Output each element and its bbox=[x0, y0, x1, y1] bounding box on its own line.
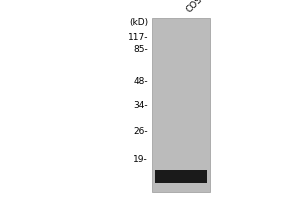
Bar bbox=[155, 170, 207, 183]
Text: 19-: 19- bbox=[133, 156, 148, 164]
Text: 34-: 34- bbox=[134, 102, 148, 110]
Text: (kD): (kD) bbox=[129, 18, 148, 26]
Bar bbox=[152, 18, 210, 192]
Text: 48-: 48- bbox=[134, 77, 148, 86]
Text: 117-: 117- bbox=[128, 33, 148, 43]
Text: 85-: 85- bbox=[133, 46, 148, 54]
Text: COS7: COS7 bbox=[185, 0, 209, 14]
Text: 26-: 26- bbox=[134, 128, 148, 136]
